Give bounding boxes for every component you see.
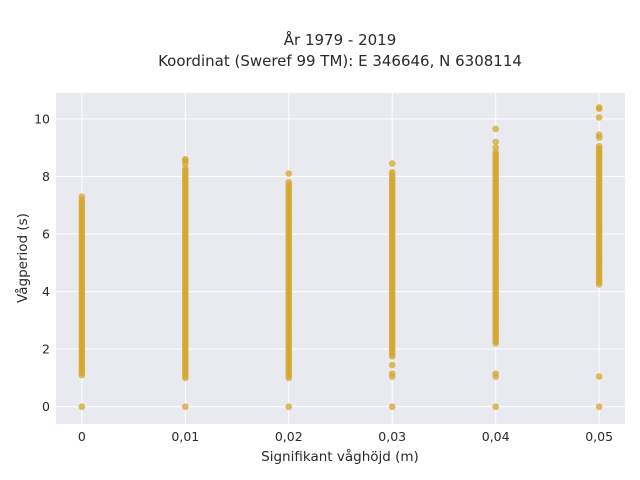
data-point bbox=[595, 142, 603, 150]
y-tick-label: 8 bbox=[42, 169, 50, 184]
chart-title-line1: År 1979 - 2019 bbox=[284, 30, 397, 49]
x-tick-label: 0,03 bbox=[378, 429, 406, 444]
y-tick-label: 10 bbox=[34, 111, 50, 126]
data-point bbox=[388, 361, 396, 369]
data-point bbox=[388, 403, 396, 411]
x-tick-label: 0,05 bbox=[585, 429, 613, 444]
data-point bbox=[595, 114, 603, 121]
data-point bbox=[595, 104, 603, 111]
data-point bbox=[285, 403, 293, 411]
data-point bbox=[78, 193, 86, 200]
data-point bbox=[78, 403, 86, 411]
data-point bbox=[182, 403, 189, 411]
x-tick-label: 0,01 bbox=[171, 429, 199, 444]
data-point bbox=[285, 170, 293, 177]
x-tick-label: 0 bbox=[78, 429, 86, 444]
data-point bbox=[595, 403, 603, 411]
data-point bbox=[492, 144, 499, 151]
data-point bbox=[285, 178, 293, 186]
y-tick-labels: 0 2 4 6 8 10 bbox=[34, 111, 50, 414]
y-tick-label: 0 bbox=[42, 399, 50, 414]
data-point bbox=[492, 148, 499, 156]
plot-area bbox=[56, 93, 625, 424]
chart-title-line2: Koordinat (Sweref 99 TM): E 346646, N 63… bbox=[158, 52, 522, 70]
x-tick-label: 0,04 bbox=[482, 429, 510, 444]
data-point bbox=[595, 131, 603, 139]
data-point bbox=[492, 370, 499, 377]
data-point bbox=[388, 160, 396, 167]
data-point bbox=[492, 125, 499, 133]
data-points bbox=[78, 104, 603, 411]
data-point bbox=[492, 403, 499, 411]
data-point bbox=[492, 138, 499, 146]
y-tick-label: 4 bbox=[42, 284, 50, 299]
data-point bbox=[182, 165, 189, 172]
y-tick-label: 6 bbox=[42, 227, 50, 242]
x-tick-label: 0,02 bbox=[275, 429, 303, 444]
y-tick-label: 2 bbox=[42, 342, 50, 357]
data-point bbox=[182, 155, 189, 163]
x-tick-labels: 0 0,01 0,02 0,03 0,04 0,05 bbox=[78, 429, 613, 444]
data-point bbox=[595, 373, 603, 380]
y-axis-title: Vågperiod (s) bbox=[14, 213, 31, 303]
data-point bbox=[388, 168, 396, 176]
data-point bbox=[388, 370, 396, 377]
x-axis-title: Signifikant våghöjd (m) bbox=[261, 448, 419, 465]
